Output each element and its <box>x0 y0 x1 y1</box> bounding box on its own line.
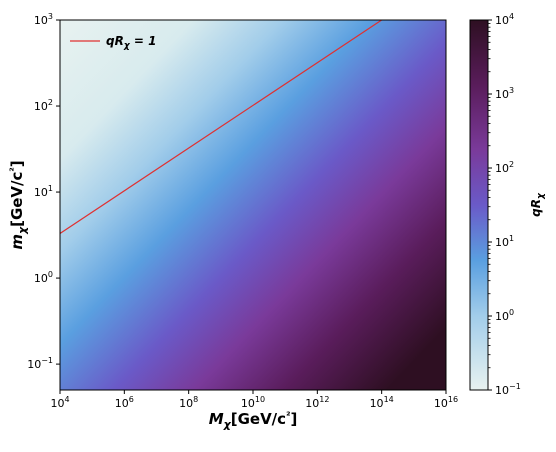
y-axis-label: mχ[GeV/c²] <box>8 160 29 249</box>
colorbar <box>469 19 489 391</box>
x-tick-label: 1016 <box>434 395 458 410</box>
legend: qRχ = 1 <box>70 34 156 51</box>
x-axis-label: Mχ[GeV/c²] <box>209 410 298 431</box>
y-tick-label: 10−1 <box>27 356 53 371</box>
colorbar-tick-label: 104 <box>495 12 514 27</box>
colorbar-tick-label: 103 <box>495 86 514 101</box>
legend-label: qRχ = 1 <box>106 34 156 51</box>
heatmap-field <box>60 20 446 390</box>
x-tick-label: 1014 <box>370 395 394 410</box>
y-tick-label: 103 <box>34 12 53 27</box>
y-tick-label: 102 <box>34 98 53 113</box>
colorbar-tick-label: 102 <box>495 160 514 175</box>
colorbar-tick-label: 100 <box>495 308 514 323</box>
colorbar-label: qRχ <box>529 192 546 217</box>
x-tick-label: 1010 <box>241 395 265 410</box>
y-tick-label: 101 <box>34 184 53 199</box>
contour-line-qr-1 <box>60 20 382 234</box>
x-tick-label: 106 <box>115 395 134 410</box>
colorbar-tick-label: 101 <box>495 234 514 249</box>
x-tick-label: 1012 <box>305 395 329 410</box>
x-tick-label: 104 <box>50 395 69 410</box>
x-tick-label: 108 <box>179 395 198 410</box>
y-tick-label: 100 <box>34 270 53 285</box>
colorbar-tick-label: 10−1 <box>495 382 521 397</box>
